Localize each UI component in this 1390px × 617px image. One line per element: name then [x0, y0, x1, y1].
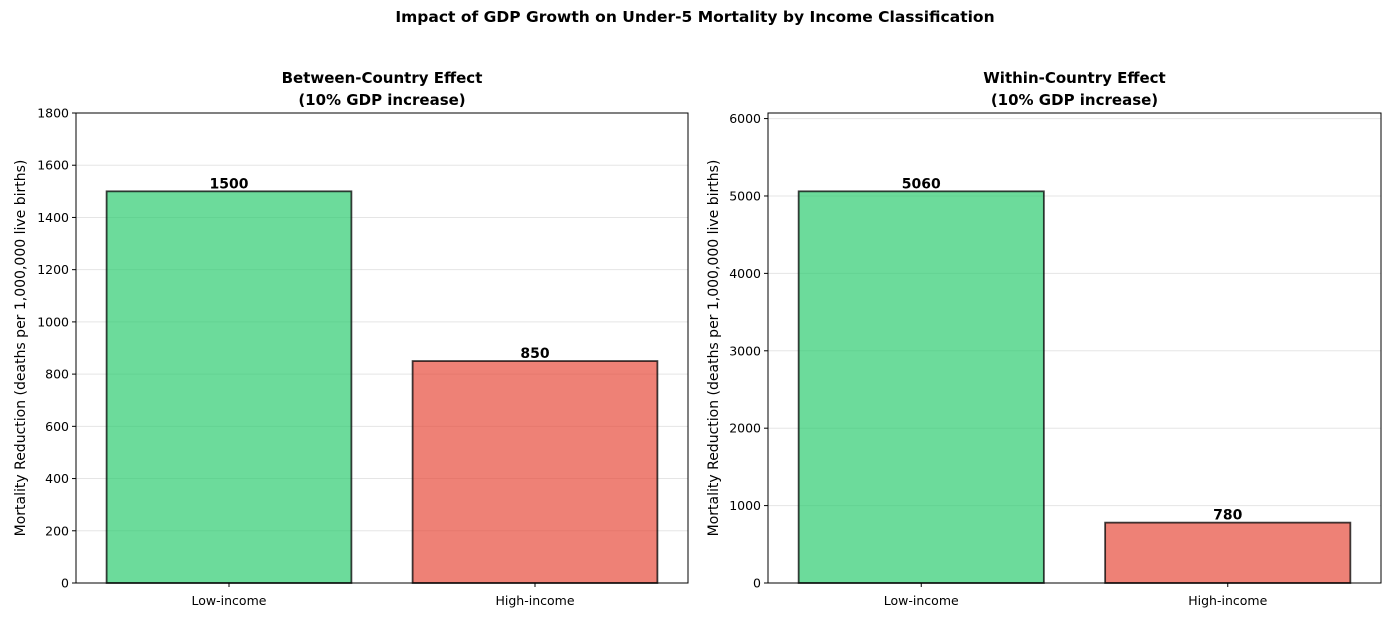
- y-tick-label-0-2: 400: [45, 471, 69, 486]
- y-tick-label-1-0: 0: [753, 576, 761, 591]
- y-tick-label-1-3: 3000: [729, 343, 761, 358]
- x-tick-label-1-1: High-income: [1188, 593, 1267, 608]
- y-tick-label-0-3: 600: [45, 419, 69, 434]
- data-label-0-0: 1500: [210, 176, 249, 192]
- y-tick-label-0-8: 1600: [37, 158, 69, 173]
- axes-frame-0: [75, 112, 689, 584]
- bar-1-low-income: [797, 190, 1045, 584]
- subplot-title-1-line-1: Within-Country Effect: [983, 69, 1165, 87]
- bar-1-high-income: [1104, 521, 1352, 584]
- y-tick-label-0-5: 1000: [37, 314, 69, 329]
- y-tick-label-0-7: 1400: [37, 210, 69, 225]
- y-tick-label-1-6: 6000: [729, 111, 761, 126]
- y-tick-label-1-2: 2000: [729, 421, 761, 436]
- y-tick-label-0-1: 200: [45, 523, 69, 538]
- subplot-title-0-line-1: Between-Country Effect: [282, 69, 483, 87]
- bar-0-high-income: [411, 360, 659, 584]
- x-tick-label-0-0: Low-income: [192, 593, 267, 608]
- bar-0-low-income: [105, 190, 353, 584]
- data-label-1-1: 780: [1213, 508, 1242, 524]
- subplot-title-0-line-2: (10% GDP increase): [298, 91, 465, 109]
- y-tick-label-1-1: 1000: [729, 498, 761, 513]
- y-tick-label-0-6: 1200: [37, 262, 69, 277]
- y-axis-label-1: Mortality Reduction (deaths per 1,000,00…: [706, 160, 722, 537]
- y-tick-label-1-4: 4000: [729, 266, 761, 281]
- subplot-title-1-line-2: (10% GDP increase): [991, 91, 1158, 109]
- data-label-1-0: 5060: [902, 176, 941, 192]
- y-tick-label-0-9: 1800: [37, 106, 69, 121]
- y-tick-label-1-5: 5000: [729, 188, 761, 203]
- x-tick-label-1-0: Low-income: [884, 593, 959, 608]
- y-axis-label-0: Mortality Reduction (deaths per 1,000,00…: [13, 160, 29, 537]
- y-tick-label-0-0: 0: [61, 576, 69, 591]
- x-tick-label-0-1: High-income: [495, 593, 574, 608]
- axes-frame-1: [767, 112, 1382, 584]
- figure-suptitle: Impact of GDP Growth on Under-5 Mortalit…: [395, 8, 995, 26]
- data-label-0-1: 850: [520, 346, 549, 362]
- y-tick-label-0-4: 800: [45, 367, 69, 382]
